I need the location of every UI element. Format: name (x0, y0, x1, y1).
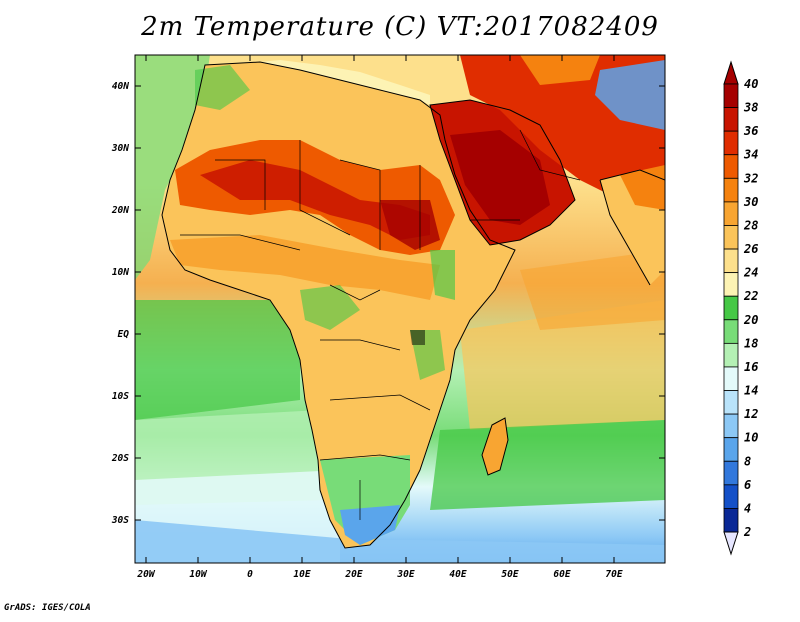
lat-label: 10N (112, 267, 129, 278)
colorbar-bottom-arrow (723, 531, 739, 556)
lat-label: 30N (111, 143, 129, 154)
colorbar-top-arrow (723, 60, 739, 85)
plot-frame (134, 54, 666, 564)
colorbar-swatch (723, 225, 739, 250)
lat-label: 20S (111, 453, 129, 464)
colorbar-swatch (723, 319, 739, 344)
madagascar-land (482, 418, 508, 475)
longitude-labels: 20W 10W 0 10E 20E 30E 40E 50E 60E 70E (136, 569, 622, 580)
colorbar-swatch (723, 295, 739, 321)
colorbar-swatch (723, 413, 739, 439)
lon-label: 10W (189, 569, 207, 580)
colorbar-label: 38 (743, 101, 758, 115)
colorbar-swatch (723, 83, 739, 108)
colorbar-label: 12 (744, 407, 758, 421)
colorbar-swatch (723, 390, 739, 415)
lon-label: 0 (247, 569, 253, 580)
colorbar-label: 24 (743, 266, 758, 280)
lon-label: 30E (396, 569, 414, 580)
colorbar-swatch (723, 154, 739, 179)
lat-label: 10S (112, 391, 129, 402)
colorbar-swatch (723, 460, 739, 486)
temperature-field (135, 55, 665, 563)
colorbar-swatch (723, 177, 739, 203)
lat-label: 30S (111, 515, 129, 526)
colorbar-swatch (723, 201, 739, 226)
colorbar-label: 2 (743, 525, 751, 539)
colorbar-swatch (723, 130, 739, 156)
colorbar-label: 30 (743, 195, 758, 209)
colorbar-swatch (723, 107, 739, 132)
colorbar-label: 18 (744, 336, 758, 350)
credit-text: GrADS: IGES/COLA (4, 603, 91, 613)
colorbar-label: 14 (744, 384, 758, 398)
colorbar-swatch (723, 437, 739, 462)
colorbar-label: 34 (743, 148, 758, 162)
colorbar-label: 20 (743, 313, 758, 327)
colorbar-label: 4 (744, 501, 751, 515)
colorbar-label: 32 (743, 171, 758, 185)
lon-label: 20W (136, 569, 155, 580)
colorbar-label: 36 (743, 124, 758, 138)
colorbar-label: 8 (744, 454, 751, 468)
lon-label: 10E (293, 569, 310, 580)
map-title: 2m Temperature (C) VT:2017082409 (141, 12, 659, 42)
lat-label: 40N (112, 81, 129, 92)
lon-label: 70E (605, 569, 622, 580)
colorbar-swatch (723, 366, 739, 391)
lon-label: 60E (553, 569, 570, 580)
lat-label: EQ (118, 329, 130, 340)
colorbar: 40 38 36 34 32 30 28 26 24 22 20 18 16 14 12 10 8 6 4 2 (723, 60, 758, 556)
colorbar-label: 40 (744, 77, 758, 91)
colorbar-label: 26 (743, 242, 758, 256)
lon-label: 50E (501, 569, 518, 580)
latitude-labels: 40N 30N 20N 10N EQ 10S 20S 30S (111, 81, 129, 526)
colorbar-swatch (723, 248, 739, 274)
colorbar-label: 16 (744, 360, 758, 374)
colorbar-label: 28 (743, 218, 758, 232)
lon-label: 40E (449, 569, 466, 580)
colorbar-swatch (723, 508, 739, 533)
colorbar-label: 6 (744, 478, 751, 492)
colorbar-swatch (723, 272, 739, 297)
colorbar-label: 22 (743, 289, 758, 303)
lat-label: 20N (111, 205, 129, 216)
colorbar-swatch (723, 342, 739, 368)
colorbar-label: 10 (744, 431, 758, 445)
colorbar-swatch (723, 484, 739, 509)
lon-label: 20E (344, 569, 362, 580)
